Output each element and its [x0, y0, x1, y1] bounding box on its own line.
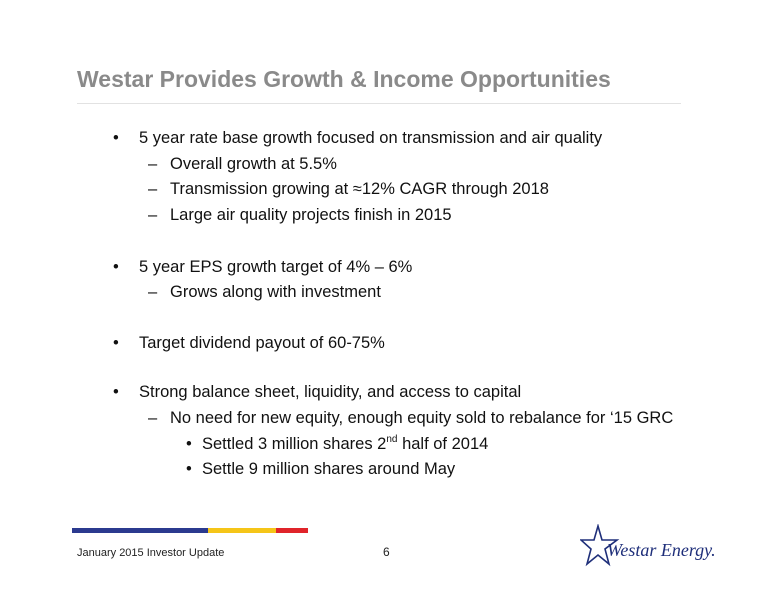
sub-bullet-item: Transmission growing at ≈12% CAGR throug… — [170, 180, 549, 198]
footer-text: January 2015 Investor Update — [77, 547, 225, 559]
dash-marker: – — [148, 206, 158, 224]
title-divider — [77, 103, 681, 104]
westar-energy-logo: Westar Energy. — [580, 524, 716, 568]
sub-sub-bullet-item: Settle 9 million shares around May — [202, 460, 456, 478]
bullet-marker: • — [113, 258, 119, 276]
page-number: 6 — [383, 545, 390, 559]
logo-wordmark: Westar Energy. — [607, 540, 716, 560]
footer-stripe-yellow — [208, 528, 276, 533]
dash-marker: – — [148, 409, 158, 427]
sub-sub-bullet-item: Settled 3 million shares 2nd half of 201… — [202, 433, 489, 453]
sub-bullet-item: Grows along with investment — [170, 283, 381, 301]
bullet-item: Strong balance sheet, liquidity, and acc… — [139, 383, 522, 401]
slide-title: Westar Provides Growth & Income Opportun… — [77, 66, 611, 92]
bullet-item: 5 year rate base growth focused on trans… — [139, 129, 603, 147]
bullet-marker: • — [113, 334, 119, 352]
sub-sub-bullet-marker: • — [186, 435, 192, 453]
sub-bullet-item: No need for new equity, enough equity so… — [170, 409, 674, 427]
bullet-marker: • — [113, 129, 119, 147]
footer-stripe-red — [276, 528, 308, 533]
dash-marker: – — [148, 180, 158, 198]
sub-sub-bullet-marker: • — [186, 460, 192, 478]
bullet-marker: • — [113, 383, 119, 401]
sub-bullet-item: Overall growth at 5.5% — [170, 155, 337, 173]
dash-marker: – — [148, 283, 158, 301]
dash-marker: – — [148, 155, 158, 173]
bullet-item: 5 year EPS growth target of 4% – 6% — [139, 258, 413, 276]
star-icon — [580, 524, 620, 567]
bullet-item: Target dividend payout of 60-75% — [139, 334, 385, 352]
footer-stripe-blue — [72, 528, 208, 533]
sub-bullet-item: Large air quality projects finish in 201… — [170, 206, 452, 224]
